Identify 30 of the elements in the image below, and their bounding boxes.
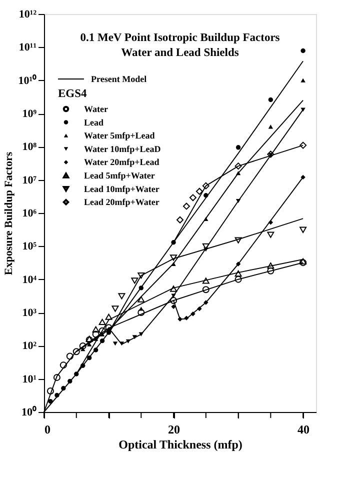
legend-label: Water 5mfp+Lead xyxy=(84,130,155,141)
legend-label: Water 20mfp+Lead xyxy=(84,157,160,168)
text: Water and Lead Shields xyxy=(121,47,240,59)
y-axis-title: Exposure Buildup Factors xyxy=(3,151,16,276)
legend-label: Present Model xyxy=(91,74,148,84)
y-tick-label: 10¹¹ xyxy=(18,42,36,54)
y-tick-label: 10² xyxy=(22,340,38,352)
legend-label: Lead 20mfp+Water xyxy=(84,197,160,208)
y-tick-label: 10⁸ xyxy=(22,141,38,154)
x-axis-title: Optical Thickness (mfp) xyxy=(118,438,242,452)
legend-label: Water xyxy=(84,104,108,114)
y-tick-label: 10⁴ xyxy=(22,274,38,286)
legend-title: EGS4 xyxy=(58,88,88,100)
y-tick-label: 10¹ xyxy=(22,373,36,386)
y-tick-label: 10⁵ xyxy=(22,240,38,253)
y-tick-label: 10¹⁰ xyxy=(18,74,36,87)
x-tick-label: 20 xyxy=(168,422,180,436)
y-tick-label: 10⁶ xyxy=(22,208,38,220)
text: 0.1 MeV Point Isotropic Buildup Factors xyxy=(80,32,280,44)
y-tick-label: 10¹² xyxy=(18,8,38,20)
legend-label: Lead 5mfp+Water xyxy=(84,170,155,180)
x-tick-label: 0 xyxy=(44,422,50,436)
legend-label: Lead 10mfp+Water xyxy=(84,184,160,194)
legend-label: Water 10mfp+LeaD xyxy=(84,144,162,154)
y-tick-label: 10⁹ xyxy=(22,108,38,120)
legend-label: Lead xyxy=(84,117,104,128)
y-tick-label: 10⁷ xyxy=(22,174,38,186)
x-tick-label: 40 xyxy=(298,422,310,436)
y-tick-label: 10³ xyxy=(22,307,38,319)
y-tick-label: 10⁰ xyxy=(22,406,36,418)
